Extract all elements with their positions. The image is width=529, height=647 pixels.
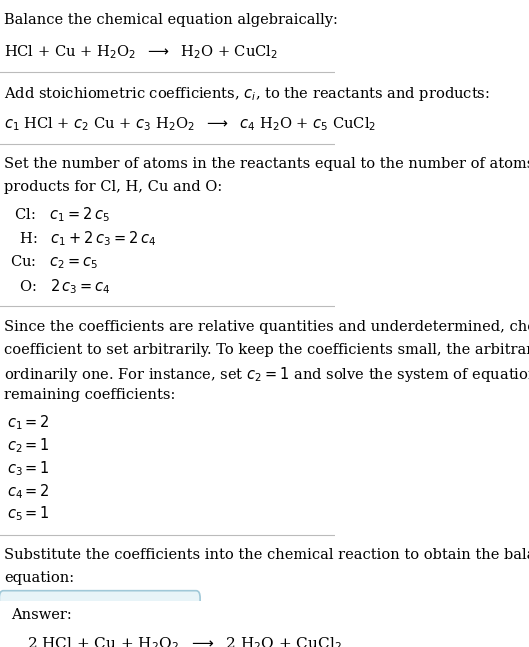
Text: HCl + Cu + H$_2$O$_2$  $\longrightarrow$  H$_2$O + CuCl$_2$: HCl + Cu + H$_2$O$_2$ $\longrightarrow$ … [4, 43, 278, 61]
FancyBboxPatch shape [0, 591, 200, 647]
Text: Add stoichiometric coefficients, $c_i$, to the reactants and products:: Add stoichiometric coefficients, $c_i$, … [4, 85, 490, 104]
Text: Substitute the coefficients into the chemical reaction to obtain the balanced: Substitute the coefficients into the che… [4, 548, 529, 562]
Text: Set the number of atoms in the reactants equal to the number of atoms in the: Set the number of atoms in the reactants… [4, 157, 529, 171]
Text: Cl:   $c_1 = 2\,c_5$: Cl: $c_1 = 2\,c_5$ [10, 206, 110, 225]
Text: remaining coefficients:: remaining coefficients: [4, 388, 176, 402]
Text: $c_5 = 1$: $c_5 = 1$ [7, 505, 50, 523]
Text: equation:: equation: [4, 571, 74, 585]
Text: coefficient to set arbitrarily. To keep the coefficients small, the arbitrary va: coefficient to set arbitrarily. To keep … [4, 342, 529, 356]
Text: ordinarily one. For instance, set $c_2 = 1$ and solve the system of equations fo: ordinarily one. For instance, set $c_2 =… [4, 366, 529, 384]
Text: Since the coefficients are relative quantities and underdetermined, choose a: Since the coefficients are relative quan… [4, 320, 529, 334]
Text: H:   $c_1 + 2\,c_3 = 2\,c_4$: H: $c_1 + 2\,c_3 = 2\,c_4$ [10, 230, 156, 248]
Text: Answer:: Answer: [11, 608, 71, 622]
Text: $c_4 = 2$: $c_4 = 2$ [7, 482, 50, 501]
Text: $c_1$ HCl + $c_2$ Cu + $c_3$ H$_2$O$_2$  $\longrightarrow$  $c_4$ H$_2$O + $c_5$: $c_1$ HCl + $c_2$ Cu + $c_3$ H$_2$O$_2$ … [4, 115, 376, 133]
Text: Cu:   $c_2 = c_5$: Cu: $c_2 = c_5$ [10, 254, 98, 271]
Text: $c_3 = 1$: $c_3 = 1$ [7, 459, 50, 477]
Text: $c_1 = 2$: $c_1 = 2$ [7, 413, 50, 432]
Text: products for Cl, H, Cu and O:: products for Cl, H, Cu and O: [4, 181, 222, 194]
Text: 2 HCl + Cu + H$_2$O$_2$  $\longrightarrow$  2 H$_2$O + CuCl$_2$: 2 HCl + Cu + H$_2$O$_2$ $\longrightarrow… [27, 635, 342, 647]
Text: $c_2 = 1$: $c_2 = 1$ [7, 436, 50, 455]
Text: Balance the chemical equation algebraically:: Balance the chemical equation algebraica… [4, 13, 338, 27]
Text: O:   $2\,c_3 = c_4$: O: $2\,c_3 = c_4$ [10, 278, 111, 296]
